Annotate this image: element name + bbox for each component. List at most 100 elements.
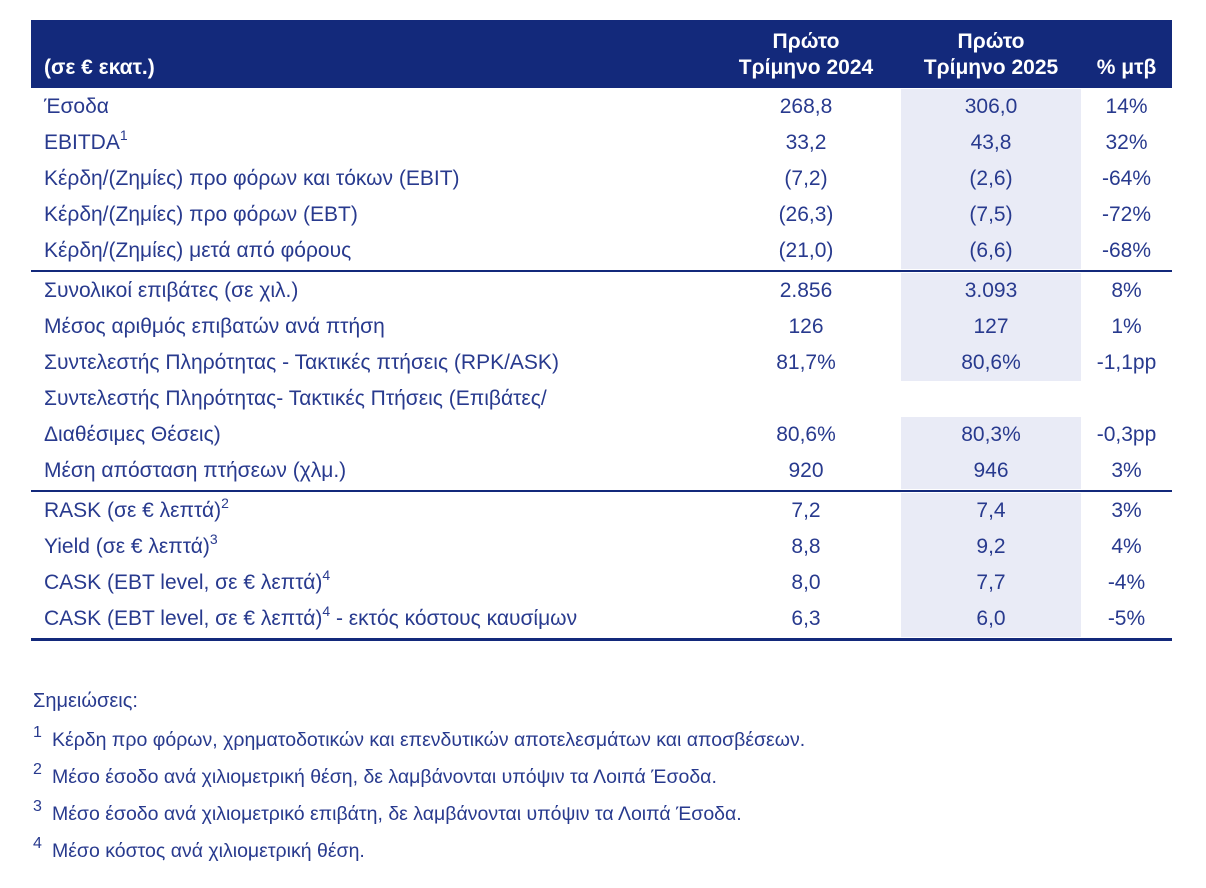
row-label-text: Κέρδη/(Ζημίες) προ φόρων (EBT): [44, 197, 711, 233]
value-q1-2025: (6,6): [901, 233, 1081, 269]
value-change: 8%: [1111, 279, 1142, 302]
row-label: CASK (EBT level, σε € λεπτά)4: [31, 565, 711, 601]
row-label: CASK (EBT level, σε € λεπτά)4 - εκτός κό…: [31, 601, 711, 637]
row-label-main: EBITDA: [44, 131, 120, 154]
value-q1-2025: 80,6%: [901, 345, 1081, 381]
value-change: 14%: [1105, 95, 1148, 118]
header-col-q1-2025-line2: Τρίμηνο 2025: [923, 56, 1059, 79]
row-label-main: Μέση απόσταση πτήσεων (χλμ.): [44, 459, 347, 482]
note-number: 2: [33, 761, 42, 778]
row-label-main: Yield (σε € λεπτά): [44, 535, 210, 558]
header-col-q1-2025: Πρώτο Τρίμηνο 2025: [901, 29, 1081, 81]
note-text: Μέσο κόστος ανά χιλιομετρική θέση.: [52, 840, 365, 862]
notes-section: Σημειώσεις: 1 Κέρδη προ φόρων, χρηματοδοτ…: [33, 686, 1183, 874]
note-item: 2 Μέσο έσοδο ανά χιλιομετρική θέση, δε λα…: [33, 761, 1183, 792]
footnote-ref: 3: [209, 531, 218, 547]
row-label: RASK (σε € λεπτά)2: [31, 493, 711, 529]
value-change: -68%: [1101, 239, 1152, 262]
row-label-text: Συνολικοί επιβάτες (σε χιλ.): [44, 273, 711, 309]
value-q1-2025: 3.093: [901, 273, 1081, 309]
row-label-text: RASK (σε € λεπτά)2: [44, 493, 711, 529]
row-label-text: CASK (EBT level, σε € λεπτά)4: [44, 565, 711, 601]
table-row: Κέρδη/(Ζημίες) μετά από φόρους (21,0) (6,6…: [31, 233, 1172, 269]
value-change: -4%: [1107, 571, 1146, 594]
row-label: Συντελεστής Πληρότητας - Τακτικές πτήσει…: [31, 345, 711, 381]
financial-table: (σε € εκατ.) Πρώτο Τρίμηνο 2024 Πρώτο Τρ…: [31, 20, 1172, 641]
value-change: -72%: [1101, 203, 1152, 226]
value-q1-2025: 9,2: [901, 529, 1081, 565]
row-label-main: Συντελεστής Πληρότητας- Τακτικές Πτήσεις…: [44, 387, 547, 410]
note-item: 1 Κέρδη προ φόρων, χρηματοδοτικών και επε…: [33, 724, 1183, 755]
note-text: Κέρδη προ φόρων, χρηματοδοτικών και επεν…: [52, 729, 806, 751]
row-label: Κέρδη/(Ζημίες) προ φόρων και τόκων (EBIT…: [31, 161, 711, 197]
row-label: Έσοδα: [31, 89, 711, 125]
row-label-text: Έσοδα: [44, 89, 711, 125]
value-q1-2024: (7,2): [784, 167, 828, 190]
row-label: Κέρδη/(Ζημίες) προ φόρων (EBT): [31, 197, 711, 233]
value-q1-2025: 80,3%: [901, 417, 1081, 453]
row-label-text: Κέρδη/(Ζημίες) μετά από φόρους: [44, 233, 711, 269]
row-label-text: Συντελεστής Πληρότητας - Τακτικές πτήσει…: [44, 345, 711, 381]
value-q1-2024: 8,8: [791, 535, 821, 558]
value-change: 1%: [1111, 315, 1142, 338]
value-q1-2025: (7,5): [901, 197, 1081, 233]
row-label: Συνολικοί επιβάτες (σε χιλ.): [31, 273, 711, 309]
row-label-text: Συντελεστής Πληρότητας- Τακτικές Πτήσεις…: [44, 381, 711, 417]
value-change: 32%: [1105, 131, 1148, 154]
row-label: Μέσος αριθμός επιβατών ανά πτήση: [31, 309, 711, 345]
value-change: 3%: [1111, 459, 1142, 482]
table-row: Συνολικοί επιβάτες (σε χιλ.) 2.856 3.093 8%: [31, 273, 1172, 309]
note-item: 4 Μέσο κόστος ανά χιλιομετρική θέση.: [33, 835, 1183, 866]
table-row: EBITDA1 33,2 43,8 32%: [31, 125, 1172, 161]
value-q1-2024: 8,0: [791, 571, 821, 594]
header-col-q1-2025-line1: Πρώτο: [957, 30, 1025, 53]
value-q1-2025: 306,0: [901, 89, 1081, 125]
header-unit-label: (σε € εκατ.): [44, 56, 155, 79]
row-label-main: CASK (EBT level, σε € λεπτά): [44, 607, 323, 630]
value-q1-2024: 126: [788, 315, 824, 338]
table-row: RASK (σε € λεπτά)2 7,2 7,4 3%: [31, 493, 1172, 529]
value-q1-2024: 920: [788, 459, 824, 482]
value-change: -5%: [1107, 607, 1146, 630]
row-label-main: Έσοδα: [44, 95, 109, 118]
note-text: Μέσο έσοδο ανά χιλιομετρικό επιβάτη, δε …: [52, 803, 742, 825]
value-q1-2025: 946: [901, 453, 1081, 489]
row-label-main: Συντελεστής Πληρότητας - Τακτικές πτήσει…: [44, 351, 559, 374]
table-row: Yield (σε € λεπτά)3 8,8 9,2 4%: [31, 529, 1172, 565]
row-label-text: Μέση απόσταση πτήσεων (χλμ.): [44, 453, 711, 489]
header-col-change: % μτβ: [1096, 56, 1157, 79]
row-label-main: RASK (σε € λεπτά): [44, 499, 222, 522]
table-row: Κέρδη/(Ζημίες) προ φόρων (EBT) (26,3) (7,5…: [31, 197, 1172, 233]
row-label: Συντελεστής Πληρότητας- Τακτικές Πτήσεις…: [31, 381, 711, 453]
value-q1-2024: 80,6%: [776, 423, 836, 446]
table-row: Κέρδη/(Ζημίες) προ φόρων και τόκων (EBIT…: [31, 161, 1172, 197]
row-label-main: Συνολικοί επιβάτες (σε χιλ.): [44, 279, 299, 302]
row-label: Yield (σε € λεπτά)3: [31, 529, 711, 565]
table-row: Μέσος αριθμός επιβατών ανά πτήση 126 127 1%: [31, 309, 1172, 345]
value-q1-2024: 81,7%: [776, 351, 836, 374]
value-q1-2025: 43,8: [901, 125, 1081, 161]
value-q1-2024: 7,2: [791, 499, 821, 522]
row-label: Κέρδη/(Ζημίες) μετά από φόρους: [31, 233, 711, 269]
row-label: EBITDA1: [31, 125, 711, 161]
value-q1-2024: (26,3): [778, 203, 834, 226]
table-section: Συνολικοί επιβάτες (σε χιλ.) 2.856 3.093 8%…: [31, 270, 1172, 490]
table-row: Μέση απόσταση πτήσεων (χλμ.) 920 946 3%: [31, 453, 1172, 489]
row-label-main: Κέρδη/(Ζημίες) μετά από φόρους: [44, 239, 352, 262]
note-text: Μέσο έσοδο ανά χιλιομετρική θέση, δε λαμ…: [52, 766, 717, 788]
value-q1-2024: 6,3: [791, 607, 821, 630]
table-section: RASK (σε € λεπτά)2 7,2 7,4 3% Yield (σε € λε…: [31, 490, 1172, 638]
value-change: 3%: [1111, 499, 1142, 522]
value-q1-2025: 127: [901, 309, 1081, 345]
table-row: Συντελεστής Πληρότητας- Τακτικές Πτήσεις…: [31, 381, 1172, 453]
footnote-ref: 4: [322, 567, 331, 583]
value-change: -0,3pp: [1096, 423, 1157, 446]
value-change: -1,1pp: [1096, 351, 1157, 374]
table-section: Έσοδα 268,8 306,0 14% EBITDA1 33,2 43,8 32% Κέρδ…: [31, 88, 1172, 270]
note-number: 4: [33, 835, 42, 852]
header-col-q1-2024-line2: Τρίμηνο 2024: [738, 56, 874, 79]
table-row: Έσοδα 268,8 306,0 14%: [31, 89, 1172, 125]
row-label-text: Yield (σε € λεπτά)3: [44, 529, 711, 565]
row-label-main: Μέσος αριθμός επιβατών ανά πτήση: [44, 315, 385, 338]
